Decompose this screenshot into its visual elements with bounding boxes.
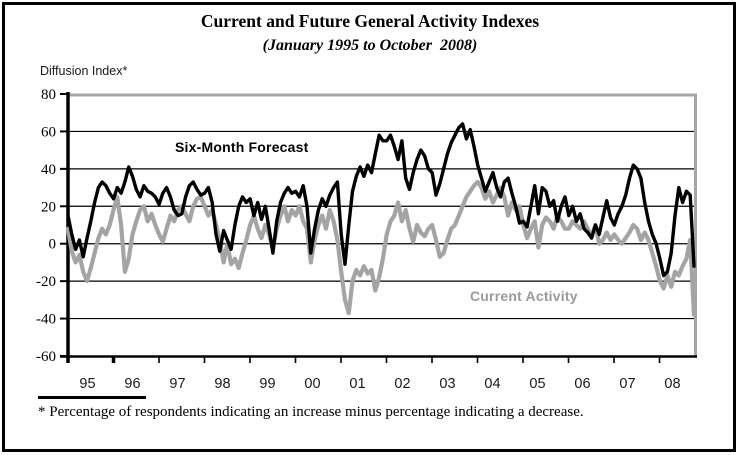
y-tick-label: 0 <box>49 237 57 253</box>
y-tick-label: 80 <box>41 87 56 103</box>
x-tick-label: 03 <box>439 376 455 392</box>
x-tick-label: 04 <box>484 376 500 392</box>
x-tick-label: 01 <box>349 376 365 392</box>
x-tick-label: 02 <box>394 376 410 392</box>
x-tick-label: 06 <box>574 376 590 392</box>
x-tick-label: 07 <box>619 376 635 392</box>
x-tick-label: 96 <box>124 376 140 392</box>
x-tick-label: 97 <box>169 376 185 392</box>
y-tick-label: -40 <box>36 312 56 328</box>
y-tick-label: -60 <box>36 349 56 365</box>
x-tick-label: 05 <box>529 376 545 392</box>
y-tick-label: -20 <box>36 274 56 290</box>
y-axis-note: Diffusion Index* <box>40 64 128 78</box>
line-current-activity <box>65 179 697 317</box>
y-tick-label: 40 <box>41 162 56 178</box>
footnote: * Percentage of respondents indicating a… <box>38 404 584 420</box>
chart-subtitle: (January 1995 to October 2008) <box>262 37 478 54</box>
y-tick-label: 60 <box>41 124 56 140</box>
chart-title: Current and Future General Activity Inde… <box>200 11 540 31</box>
series-label-forecast: Six-Month Forecast <box>175 139 309 155</box>
x-tick-label: 95 <box>79 376 95 392</box>
x-axis-underline-95-96 <box>38 396 146 399</box>
y-tick-label: 20 <box>41 199 56 215</box>
series-label-current: Current Activity <box>470 288 578 304</box>
x-tick-label: 98 <box>214 376 230 392</box>
x-tick-label: 00 <box>304 376 320 392</box>
line-six-month-forecast <box>66 122 696 278</box>
x-tick-label: 08 <box>664 376 680 392</box>
x-tick-label: 99 <box>259 376 275 392</box>
